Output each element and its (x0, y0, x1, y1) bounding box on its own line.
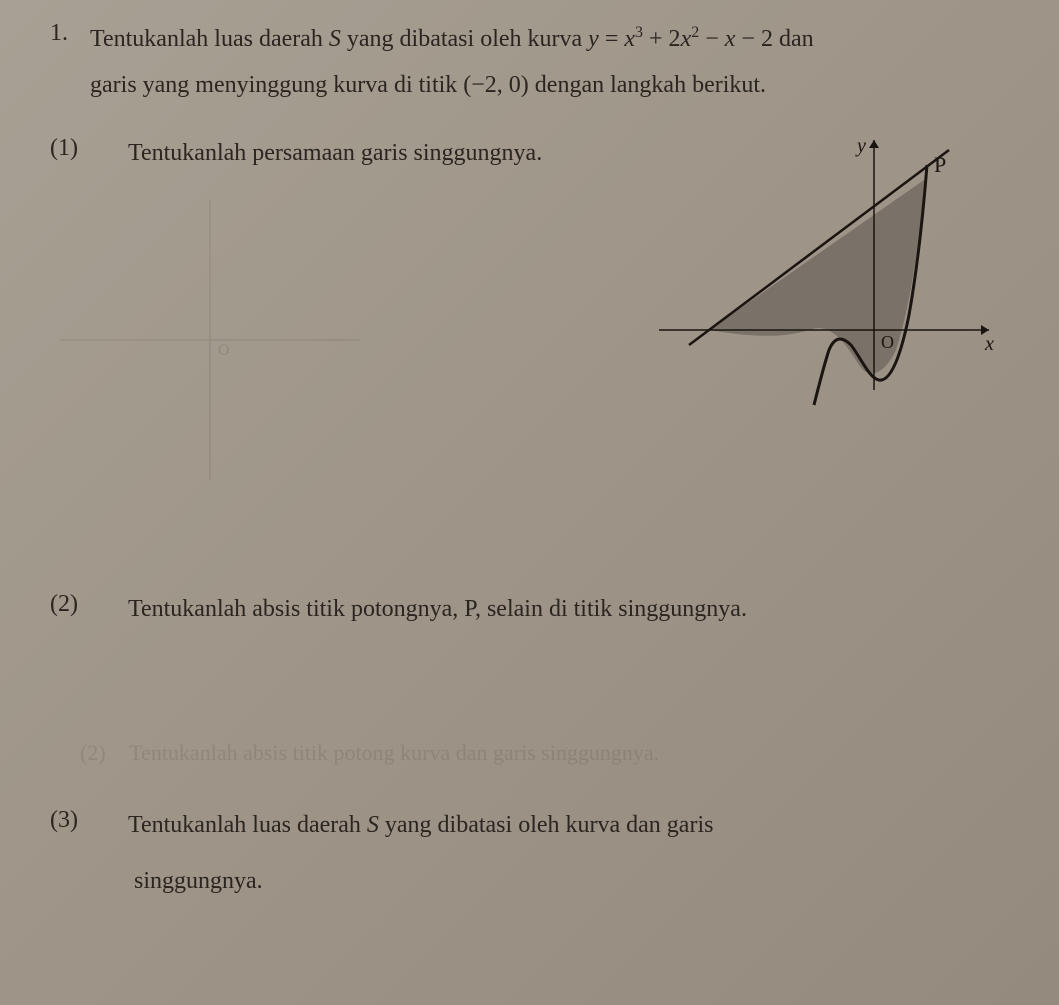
eq-xvar: x (725, 26, 736, 52)
sub1-text: Tentukanlah persamaan garis singgungnya. (128, 135, 542, 171)
sub3-S: S (367, 812, 379, 838)
sub3-text-line1: Tentukanlah luas daerah S yang dibatasi … (128, 807, 713, 843)
sub3-text-line2: singgungnya. (134, 863, 1009, 899)
problem-text-line1: Tentukanlah luas daerah S yang dibatasi … (90, 20, 814, 58)
faint-background-axes: O (60, 200, 360, 480)
O-label: O (881, 332, 894, 352)
intro-S: S (329, 26, 341, 52)
P-label: P (934, 152, 946, 177)
sub3-part1: Tentukanlah luas daerah (128, 812, 367, 838)
eq-y: y (588, 26, 599, 52)
sub1-number: (1) (50, 135, 110, 162)
sub3-number: (3) (50, 807, 110, 834)
eq-sup3: 3 (635, 24, 643, 41)
sub3-part1b: yang dibatasi oleh kurva dan garis (379, 812, 714, 838)
eq-plus2: + 2 (643, 26, 681, 52)
y-axis-arrow (869, 140, 879, 148)
sub-problem-2: (2) Tentukanlah absis titik potongnya, P… (50, 591, 1009, 627)
sub2-text: Tentukanlah absis titik potongnya, P, se… (128, 591, 747, 627)
eq-x2: x (681, 26, 692, 52)
intro-part2: yang dibatasi oleh kurva (341, 26, 588, 52)
main-graph: y x O P (659, 130, 999, 410)
faint-bleed-text: (2) Tentukanlah absis titik potong kurva… (80, 740, 659, 766)
x-label: x (984, 333, 994, 355)
faint-text-content: Tentukanlah absis titik potong kurva dan… (129, 740, 659, 765)
y-label: y (855, 135, 866, 157)
sub2-number: (2) (50, 591, 110, 618)
problem-intro: 1. Tentukanlah luas daerah S yang dibata… (50, 20, 1009, 58)
faint-number: (2) (80, 740, 106, 765)
eq-eq: = (599, 26, 625, 52)
problem-number: 1. (50, 20, 78, 47)
faint-O-label: O (218, 342, 230, 359)
eq-minusx: − (699, 26, 725, 52)
eq-minus2: − 2 dan (735, 26, 813, 52)
eq-x3: x (624, 26, 635, 52)
sub-problem-3: (3) Tentukanlah luas daerah S yang dibat… (50, 807, 1009, 843)
problem-text-line2: garis yang menyinggung kurva di titik (−… (90, 66, 1009, 104)
intro-part1: Tentukanlah luas daerah (90, 26, 329, 52)
